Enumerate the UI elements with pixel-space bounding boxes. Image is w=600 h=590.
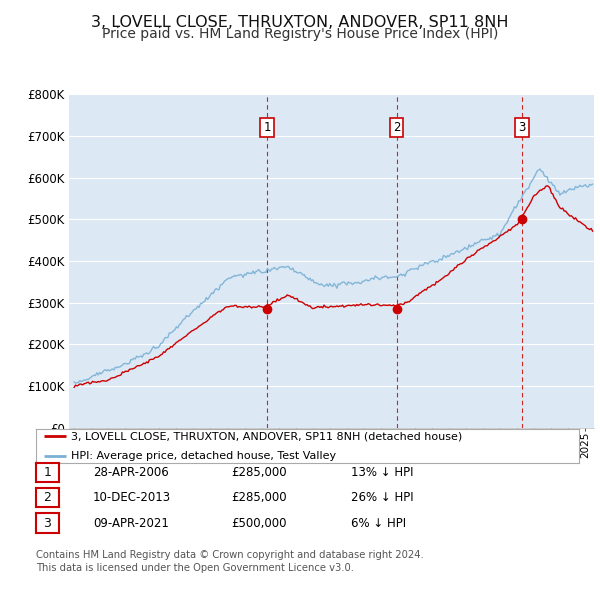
Text: Price paid vs. HM Land Registry's House Price Index (HPI): Price paid vs. HM Land Registry's House … <box>102 27 498 41</box>
Text: 1: 1 <box>43 466 52 479</box>
Text: 3, LOVELL CLOSE, THRUXTON, ANDOVER, SP11 8NH: 3, LOVELL CLOSE, THRUXTON, ANDOVER, SP11… <box>91 15 509 30</box>
Text: HPI: Average price, detached house, Test Valley: HPI: Average price, detached house, Test… <box>71 451 337 461</box>
Text: £285,000: £285,000 <box>231 466 287 479</box>
Text: £285,000: £285,000 <box>231 491 287 504</box>
Text: 6% ↓ HPI: 6% ↓ HPI <box>351 516 406 530</box>
Text: 2: 2 <box>393 121 400 135</box>
Text: 26% ↓ HPI: 26% ↓ HPI <box>351 491 413 504</box>
Text: £500,000: £500,000 <box>231 516 287 530</box>
Text: 28-APR-2006: 28-APR-2006 <box>93 466 169 479</box>
Text: 10-DEC-2013: 10-DEC-2013 <box>93 491 171 504</box>
Text: 1: 1 <box>263 121 271 135</box>
Text: 09-APR-2021: 09-APR-2021 <box>93 516 169 530</box>
Text: Contains HM Land Registry data © Crown copyright and database right 2024.: Contains HM Land Registry data © Crown c… <box>36 550 424 560</box>
Text: 13% ↓ HPI: 13% ↓ HPI <box>351 466 413 479</box>
Text: 3, LOVELL CLOSE, THRUXTON, ANDOVER, SP11 8NH (detached house): 3, LOVELL CLOSE, THRUXTON, ANDOVER, SP11… <box>71 431 463 441</box>
Text: 3: 3 <box>518 121 526 135</box>
Text: This data is licensed under the Open Government Licence v3.0.: This data is licensed under the Open Gov… <box>36 563 354 573</box>
Text: 2: 2 <box>43 491 52 504</box>
Text: 3: 3 <box>43 516 52 530</box>
